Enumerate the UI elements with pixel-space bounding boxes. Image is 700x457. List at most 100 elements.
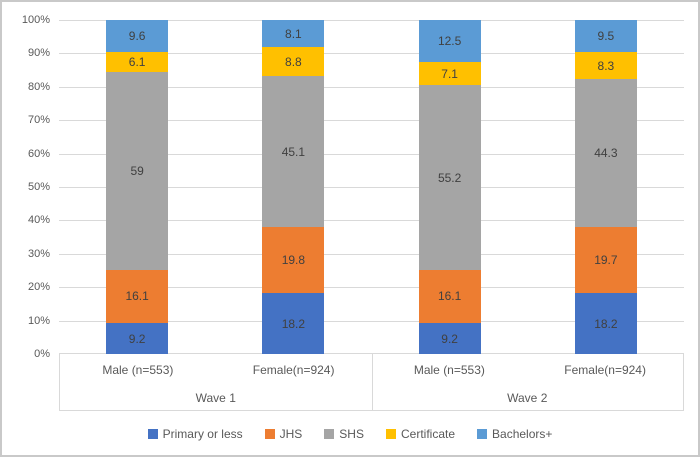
- gridline: [59, 86, 684, 88]
- legend-label: SHS: [339, 427, 364, 441]
- gridline: [59, 320, 684, 322]
- category-label: Female(n=924): [252, 362, 335, 377]
- gridline: [59, 287, 684, 289]
- data-label: 19.7: [594, 253, 618, 268]
- y-axis: 100% 90% 80% 70% 60% 50% 40% 30% 20% 10% 0%: [2, 14, 50, 360]
- data-label: 7.1: [441, 66, 458, 81]
- gridline: [59, 153, 684, 155]
- bar-segment-shs: 59: [106, 72, 169, 270]
- bar-segment-jhs: 19.7: [574, 227, 637, 294]
- bar-segment-certificate: 8.8: [262, 47, 325, 77]
- bar-segment-jhs: 16.1: [418, 269, 481, 324]
- gridline: [59, 53, 684, 55]
- bar-segment-jhs: 16.1: [106, 269, 169, 324]
- legend-label: Certificate: [400, 427, 456, 441]
- y-axis-tick-label: 20%: [27, 281, 50, 294]
- plot-area: 9.2 16.1 59 6.1 9.6 18.2 19.8 45.1 8.8 8.1 9.2 16.1…: [59, 20, 684, 354]
- legend-label: JHS: [279, 427, 303, 441]
- legend-marker-jhs: [264, 429, 275, 439]
- data-label: 16.1: [125, 289, 149, 304]
- bar-segment-primary-or-less: 9.2: [106, 323, 169, 354]
- category-label: Female(n=924): [564, 362, 646, 377]
- stacked-bar: 18.2 19.7 44.3 8.3 9.5: [574, 20, 637, 354]
- bar-segment-shs: 44.3: [574, 79, 637, 228]
- data-label: 44.3: [594, 146, 618, 161]
- data-label: 12.5: [437, 33, 462, 48]
- bar-segment-primary-or-less: 18.2: [574, 293, 637, 354]
- data-label: 19.8: [281, 253, 306, 268]
- bar-slot: 9.2 16.1 55.2 7.1 12.5: [372, 20, 528, 354]
- data-label: 59: [130, 163, 144, 178]
- bar-slot: 9.2 16.1 59 6.1 9.6: [59, 20, 215, 354]
- legend-label: Bachelors+: [492, 427, 553, 441]
- legend: Primary or less JHS SHS Certificate Bachelor…: [2, 423, 698, 445]
- bar-segment-shs: 55.2: [418, 85, 481, 270]
- data-label: 18.2: [281, 316, 306, 331]
- data-label: 8.3: [597, 58, 615, 73]
- bar-segment-bachelors-: 9.5: [574, 20, 637, 52]
- y-axis-tick-label: 70%: [27, 114, 50, 127]
- group-divider-line: [371, 354, 373, 410]
- group-label: Wave 1: [195, 390, 236, 405]
- stacked-bar: 18.2 19.8 45.1 8.8 8.1: [262, 20, 325, 354]
- stacked-bar: 9.2 16.1 59 6.1 9.6: [106, 20, 169, 354]
- legend-item: Certificate: [385, 427, 456, 441]
- stacked-bar: 9.2 16.1 55.2 7.1 12.5: [418, 20, 481, 354]
- legend-label: Primary or less: [162, 427, 243, 441]
- data-label: 55.2: [437, 170, 462, 185]
- gridline: [59, 120, 684, 122]
- legend-marker-certificate: [385, 429, 396, 439]
- y-axis-tick-label: 50%: [27, 181, 50, 193]
- y-axis-tick-label: 80%: [27, 80, 50, 93]
- y-axis-tick-label: 0%: [34, 348, 50, 360]
- legend-item: Primary or less: [147, 427, 243, 441]
- legend-item: Bachelors+: [477, 427, 552, 441]
- data-label: 8.8: [285, 54, 302, 69]
- y-axis-tick-label: 30%: [27, 247, 50, 260]
- bar-segment-shs: 45.1: [262, 76, 325, 228]
- gridline: [59, 187, 684, 188]
- bar-segment-certificate: 7.1: [418, 61, 481, 86]
- gridline: [59, 353, 684, 354]
- bar-segment-primary-or-less: 18.2: [262, 293, 325, 354]
- bar-slots: 9.2 16.1 59 6.1 9.6 18.2 19.8 45.1 8.8 8.1 9.2 16.1…: [59, 20, 684, 354]
- group-label: Wave 2: [507, 390, 548, 405]
- y-axis-tick-label: 60%: [27, 147, 50, 160]
- data-label: 9.6: [128, 29, 146, 44]
- data-label: 9.2: [441, 331, 458, 346]
- category-label-row: Male (n=553) Female(n=924) Male (n=553) Fem…: [60, 354, 683, 385]
- legend-marker-bachelors-: [477, 429, 488, 439]
- data-label: 18.2: [594, 316, 618, 331]
- gridline: [59, 220, 684, 222]
- legend-item: JHS: [264, 427, 303, 441]
- gridline: [59, 20, 684, 21]
- y-axis-tick-label: 40%: [27, 214, 50, 227]
- legend-marker-shs: [324, 429, 335, 439]
- data-label: 45.1: [281, 144, 306, 159]
- group-label-row: Wave 1 Wave 2: [60, 385, 683, 410]
- data-label: 9.5: [597, 28, 615, 43]
- category-label: Male (n=553): [102, 362, 174, 377]
- bar-segment-primary-or-less: 9.2: [418, 323, 481, 354]
- bar-segment-bachelors-: 9.6: [106, 20, 169, 53]
- legend-marker-primary-or-less: [147, 429, 158, 439]
- bar-segment-bachelors-: 12.5: [418, 20, 481, 62]
- bar-segment-jhs: 19.8: [262, 227, 325, 294]
- category-label: Male (n=553): [413, 362, 485, 377]
- bar-slot: 18.2 19.8 45.1 8.8 8.1: [215, 20, 371, 354]
- data-label: 8.1: [285, 26, 302, 41]
- data-label: 9.2: [128, 331, 146, 346]
- bar-segment-certificate: 6.1: [106, 52, 169, 73]
- data-label: 16.1: [437, 289, 462, 304]
- bar-segment-bachelors-: 8.1: [262, 20, 325, 48]
- y-axis-tick-label: 10%: [27, 314, 50, 327]
- bar-slot: 18.2 19.7 44.3 8.3 9.5: [528, 20, 684, 354]
- bar-segment-certificate: 8.3: [574, 51, 637, 80]
- x-axis: Male (n=553) Female(n=924) Male (n=553) Fem…: [59, 354, 684, 411]
- gridline: [59, 253, 684, 255]
- y-axis-tick-label: 90%: [27, 47, 50, 60]
- legend-item: SHS: [324, 427, 364, 441]
- data-label: 6.1: [128, 55, 146, 70]
- y-axis-tick-label: 100%: [21, 14, 50, 26]
